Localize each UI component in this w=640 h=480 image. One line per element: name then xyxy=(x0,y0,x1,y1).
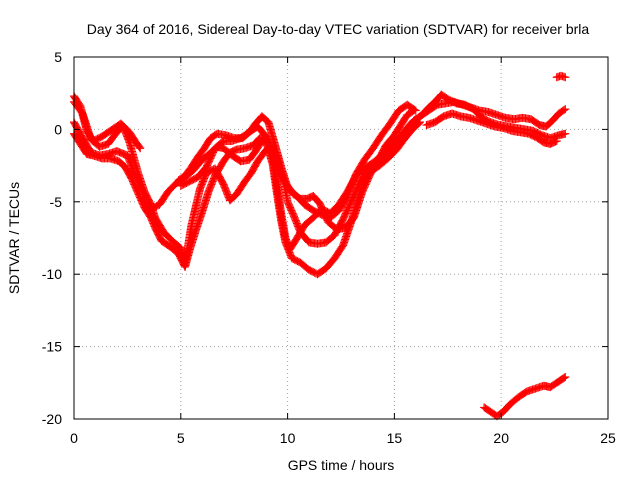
y-tick-label: -20 xyxy=(42,411,62,427)
series-track-j xyxy=(552,71,570,82)
data-point-fill xyxy=(126,172,135,181)
data-point-fill xyxy=(145,198,154,207)
data-point-fill xyxy=(410,105,419,114)
data-point-fill xyxy=(218,177,227,186)
data-points xyxy=(70,71,570,421)
data-point-fill xyxy=(134,141,143,150)
data-point-fill xyxy=(537,136,546,145)
series-track-i xyxy=(422,109,561,148)
data-point-fill xyxy=(149,220,158,229)
data-point-fill xyxy=(288,209,297,218)
data-point-fill xyxy=(234,155,243,164)
y-axis-label: SDTVAR / TECUs xyxy=(6,182,22,294)
data-point-fill xyxy=(132,186,141,195)
plot-frame xyxy=(73,56,609,420)
data-point-fill xyxy=(430,102,439,111)
data-point-fill xyxy=(413,120,422,129)
data-point-fill xyxy=(559,72,568,81)
data-point-fill xyxy=(530,132,539,141)
axes: 0 5 10 15 20 25 5 0 -5 -10 -15 -20 xyxy=(42,49,616,446)
y-tick-label: 5 xyxy=(54,49,62,65)
chart-title: Day 364 of 2016, Sidereal Day-to-day VTE… xyxy=(87,21,590,37)
data-point-fill xyxy=(409,104,418,113)
series-track-k xyxy=(480,373,570,421)
x-tick-label: 5 xyxy=(177,430,185,446)
data-point-fill xyxy=(314,209,323,218)
grid xyxy=(74,57,608,419)
y-tick-label: -5 xyxy=(50,194,63,210)
series-track-d xyxy=(70,118,425,279)
data-point-fill xyxy=(182,178,191,187)
data-point-fill xyxy=(559,130,568,139)
data-point-fill xyxy=(93,140,102,149)
series-track-h xyxy=(416,97,570,131)
data-point-fill xyxy=(560,373,569,382)
series-track-f xyxy=(176,100,420,222)
y-tick-label: -10 xyxy=(42,266,62,282)
data-point-fill xyxy=(293,257,302,266)
x-tick-label: 15 xyxy=(387,430,403,446)
data-point-fill xyxy=(210,131,219,140)
x-tick-label: 25 xyxy=(600,430,616,446)
data-point-fill xyxy=(76,106,85,115)
data-point-fill xyxy=(337,217,346,226)
x-tick-label: 10 xyxy=(280,430,296,446)
data-point-fill xyxy=(94,134,103,143)
data-point-fill xyxy=(558,106,567,115)
data-point-fill xyxy=(337,243,346,252)
y-tick-label: -15 xyxy=(42,339,62,355)
data-point-fill xyxy=(551,137,560,146)
x-tick-label: 20 xyxy=(493,430,509,446)
data-point-fill xyxy=(365,171,374,180)
data-point-fill xyxy=(330,223,339,232)
data-point-fill xyxy=(533,119,542,128)
x-tick-label: 0 xyxy=(70,430,78,446)
data-point-fill xyxy=(135,143,144,152)
data-point-fill xyxy=(341,194,350,203)
y-tick-label: 0 xyxy=(54,121,62,137)
data-point-fill xyxy=(559,374,568,383)
data-point-fill xyxy=(139,200,148,209)
x-axis-label: GPS time / hours xyxy=(288,457,395,473)
data-point-fill xyxy=(559,105,568,114)
